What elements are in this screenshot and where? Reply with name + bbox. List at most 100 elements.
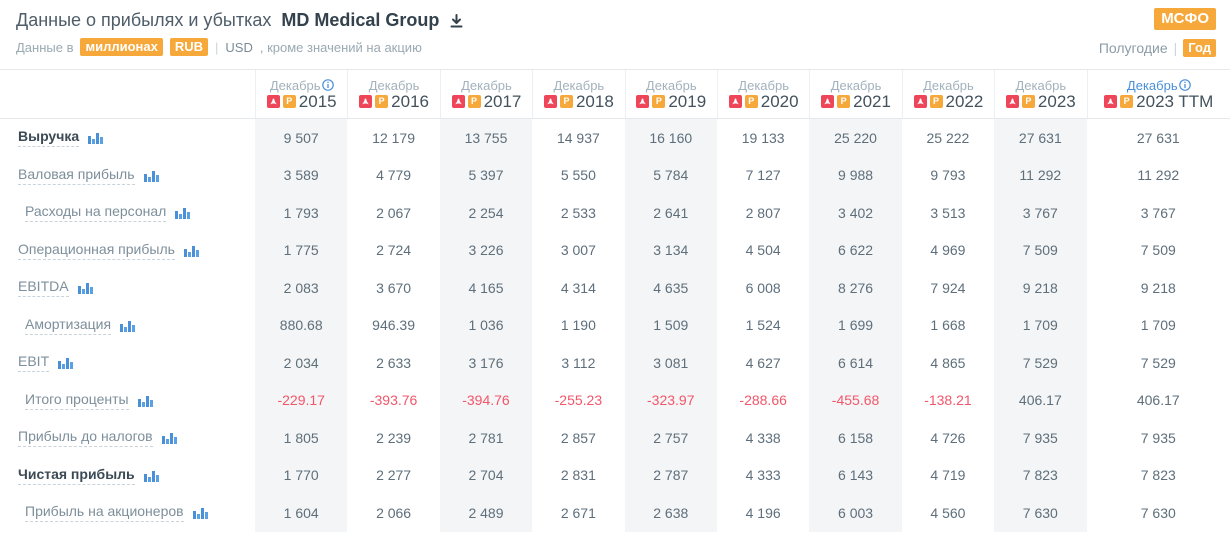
- company-name: MD Medical Group: [281, 10, 440, 30]
- column-month-link[interactable]: Декабрь: [1127, 79, 1191, 92]
- value-cell: 4 314: [560, 279, 596, 296]
- row-label[interactable]: Чистая прибыль: [18, 466, 135, 485]
- pdf-download-icon[interactable]: [636, 94, 650, 108]
- row-label-cell: Итого проценты: [0, 382, 255, 420]
- value-cell: -138.21: [924, 392, 972, 409]
- value-cell: 7 935: [1140, 429, 1176, 446]
- value-cell: 4 969: [930, 242, 966, 259]
- value-cell: 7 509: [994, 231, 1087, 269]
- pdf-download-icon[interactable]: [266, 94, 280, 108]
- row-label[interactable]: Валовая прибыль: [18, 166, 135, 185]
- presentation-download-icon[interactable]: P: [375, 94, 389, 108]
- presentation-download-icon[interactable]: P: [1120, 94, 1134, 108]
- value-cell: 6 614: [809, 344, 902, 382]
- pdf-download-icon[interactable]: [451, 94, 465, 108]
- bar-chart-icon[interactable]: [143, 469, 159, 482]
- value-cell: 7 529: [1140, 354, 1176, 371]
- value-cell: 9 793: [930, 167, 966, 184]
- bar-chart-icon[interactable]: [175, 206, 191, 220]
- bar-chart-icon[interactable]: [192, 506, 208, 520]
- presentation-download-icon[interactable]: P: [559, 94, 573, 108]
- value-cell: 2 034: [255, 344, 348, 382]
- pdf-download-icon[interactable]: [728, 94, 742, 108]
- value-cell: 3 402: [809, 194, 902, 232]
- column-year-label: 2017: [483, 91, 522, 111]
- value-cell: 27 631: [1136, 129, 1180, 146]
- standard-badge-msfo[interactable]: МСФО: [1154, 8, 1216, 30]
- presentation-download-icon[interactable]: P: [652, 94, 666, 108]
- value-cell: 14 937: [556, 129, 600, 146]
- table-row: Расходы на персонал 1 793 2 067 2 254 2 533…: [0, 194, 1230, 232]
- period-option-halfyear[interactable]: Полугодие: [1098, 40, 1168, 56]
- row-label[interactable]: Прибыль до налогов: [18, 428, 153, 448]
- row-label-cell: Амортизация: [0, 307, 255, 345]
- income-statement-table: Декабрь P 2015 Декабрь P 2016 Декабрь P 2017 Д…: [0, 69, 1230, 532]
- presentation-download-icon[interactable]: P: [282, 94, 296, 108]
- pdf-download-icon[interactable]: [359, 94, 373, 108]
- bar-chart-icon[interactable]: [183, 244, 199, 257]
- value-cell: 2 066: [376, 504, 412, 521]
- value-cell: 2 787: [624, 456, 717, 494]
- units-toggle-millions[interactable]: миллионах: [80, 38, 163, 56]
- pdf-download-icon[interactable]: [821, 94, 835, 108]
- row-label[interactable]: Прибыль на акционеров: [25, 503, 184, 523]
- info-icon[interactable]: [321, 79, 334, 91]
- table-row: Чистая прибыль 1 770 2 277 2 704 2 831 2 787…: [0, 456, 1230, 494]
- value-cell: 2 781: [439, 419, 533, 457]
- row-label[interactable]: EBIT: [18, 353, 50, 373]
- bar-chart-icon[interactable]: [161, 431, 177, 445]
- value-cell: -455.68: [809, 381, 902, 419]
- value-cell: -323.97: [624, 381, 717, 419]
- column-year-label: 2015: [298, 91, 337, 111]
- period-toggle: Полугодие | Год: [1099, 39, 1216, 57]
- row-label-cell: Расходы на персонал: [0, 194, 255, 232]
- period-option-year[interactable]: Год: [1183, 39, 1216, 57]
- value-cell: 5 397: [439, 156, 533, 194]
- row-label-cell: Прибыль на акционеров: [0, 494, 255, 532]
- value-cell: 6 158: [809, 419, 902, 457]
- pdf-download-icon[interactable]: [1104, 94, 1118, 108]
- value-cell: 1 709: [1140, 317, 1176, 334]
- value-cell: 4 627: [745, 354, 781, 371]
- currency-toggle-usd[interactable]: USD: [225, 39, 253, 55]
- column-month-label: Декабрь: [645, 77, 697, 93]
- row-label[interactable]: EBITDA: [18, 278, 69, 298]
- presentation-download-icon[interactable]: P: [744, 94, 758, 108]
- row-label[interactable]: Расходы на персонал: [25, 203, 167, 223]
- value-cell: 3 589: [255, 156, 348, 194]
- value-cell: 2 807: [745, 204, 781, 221]
- pdf-download-icon[interactable]: [1005, 94, 1019, 108]
- presentation-download-icon[interactable]: P: [467, 94, 481, 108]
- row-label[interactable]: Итого проценты: [25, 391, 129, 410]
- download-icon[interactable]: [449, 13, 464, 29]
- presentation-download-icon[interactable]: P: [1021, 94, 1035, 108]
- presentation-download-icon[interactable]: P: [837, 94, 851, 108]
- value-cell: 1 524: [745, 317, 781, 334]
- value-cell: 9 218: [1140, 279, 1176, 296]
- bar-chart-icon[interactable]: [143, 169, 159, 182]
- value-cell: 6 003: [809, 494, 902, 532]
- value-cell: 2 638: [624, 494, 717, 532]
- bar-chart-icon[interactable]: [137, 394, 153, 407]
- value-cell: 3 007: [560, 242, 596, 259]
- presentation-download-icon[interactable]: P: [929, 94, 943, 108]
- value-cell: 2 083: [255, 269, 348, 307]
- bar-chart-icon[interactable]: [77, 281, 93, 295]
- row-label[interactable]: Амортизация: [25, 316, 112, 335]
- value-cell: 1 775: [255, 231, 348, 269]
- column-month-label: Декабрь: [553, 77, 605, 93]
- row-label[interactable]: Операционная прибыль: [18, 241, 175, 260]
- column-year-label: 2016: [391, 91, 429, 111]
- bar-chart-icon[interactable]: [88, 131, 104, 145]
- bar-chart-icon[interactable]: [58, 356, 74, 370]
- info-icon[interactable]: [1178, 79, 1191, 91]
- pdf-download-icon[interactable]: [543, 94, 557, 108]
- column-header-2020: Декабрь P 2020: [716, 70, 809, 118]
- value-cell: 6 008: [745, 279, 781, 296]
- row-label[interactable]: Выручка: [18, 128, 80, 148]
- bar-chart-icon[interactable]: [120, 319, 136, 332]
- value-cell: 2 724: [376, 242, 412, 259]
- currency-toggle-rub[interactable]: RUB: [169, 38, 209, 56]
- column-header-2021: Декабрь P 2021: [809, 70, 901, 118]
- pdf-download-icon[interactable]: [913, 94, 927, 108]
